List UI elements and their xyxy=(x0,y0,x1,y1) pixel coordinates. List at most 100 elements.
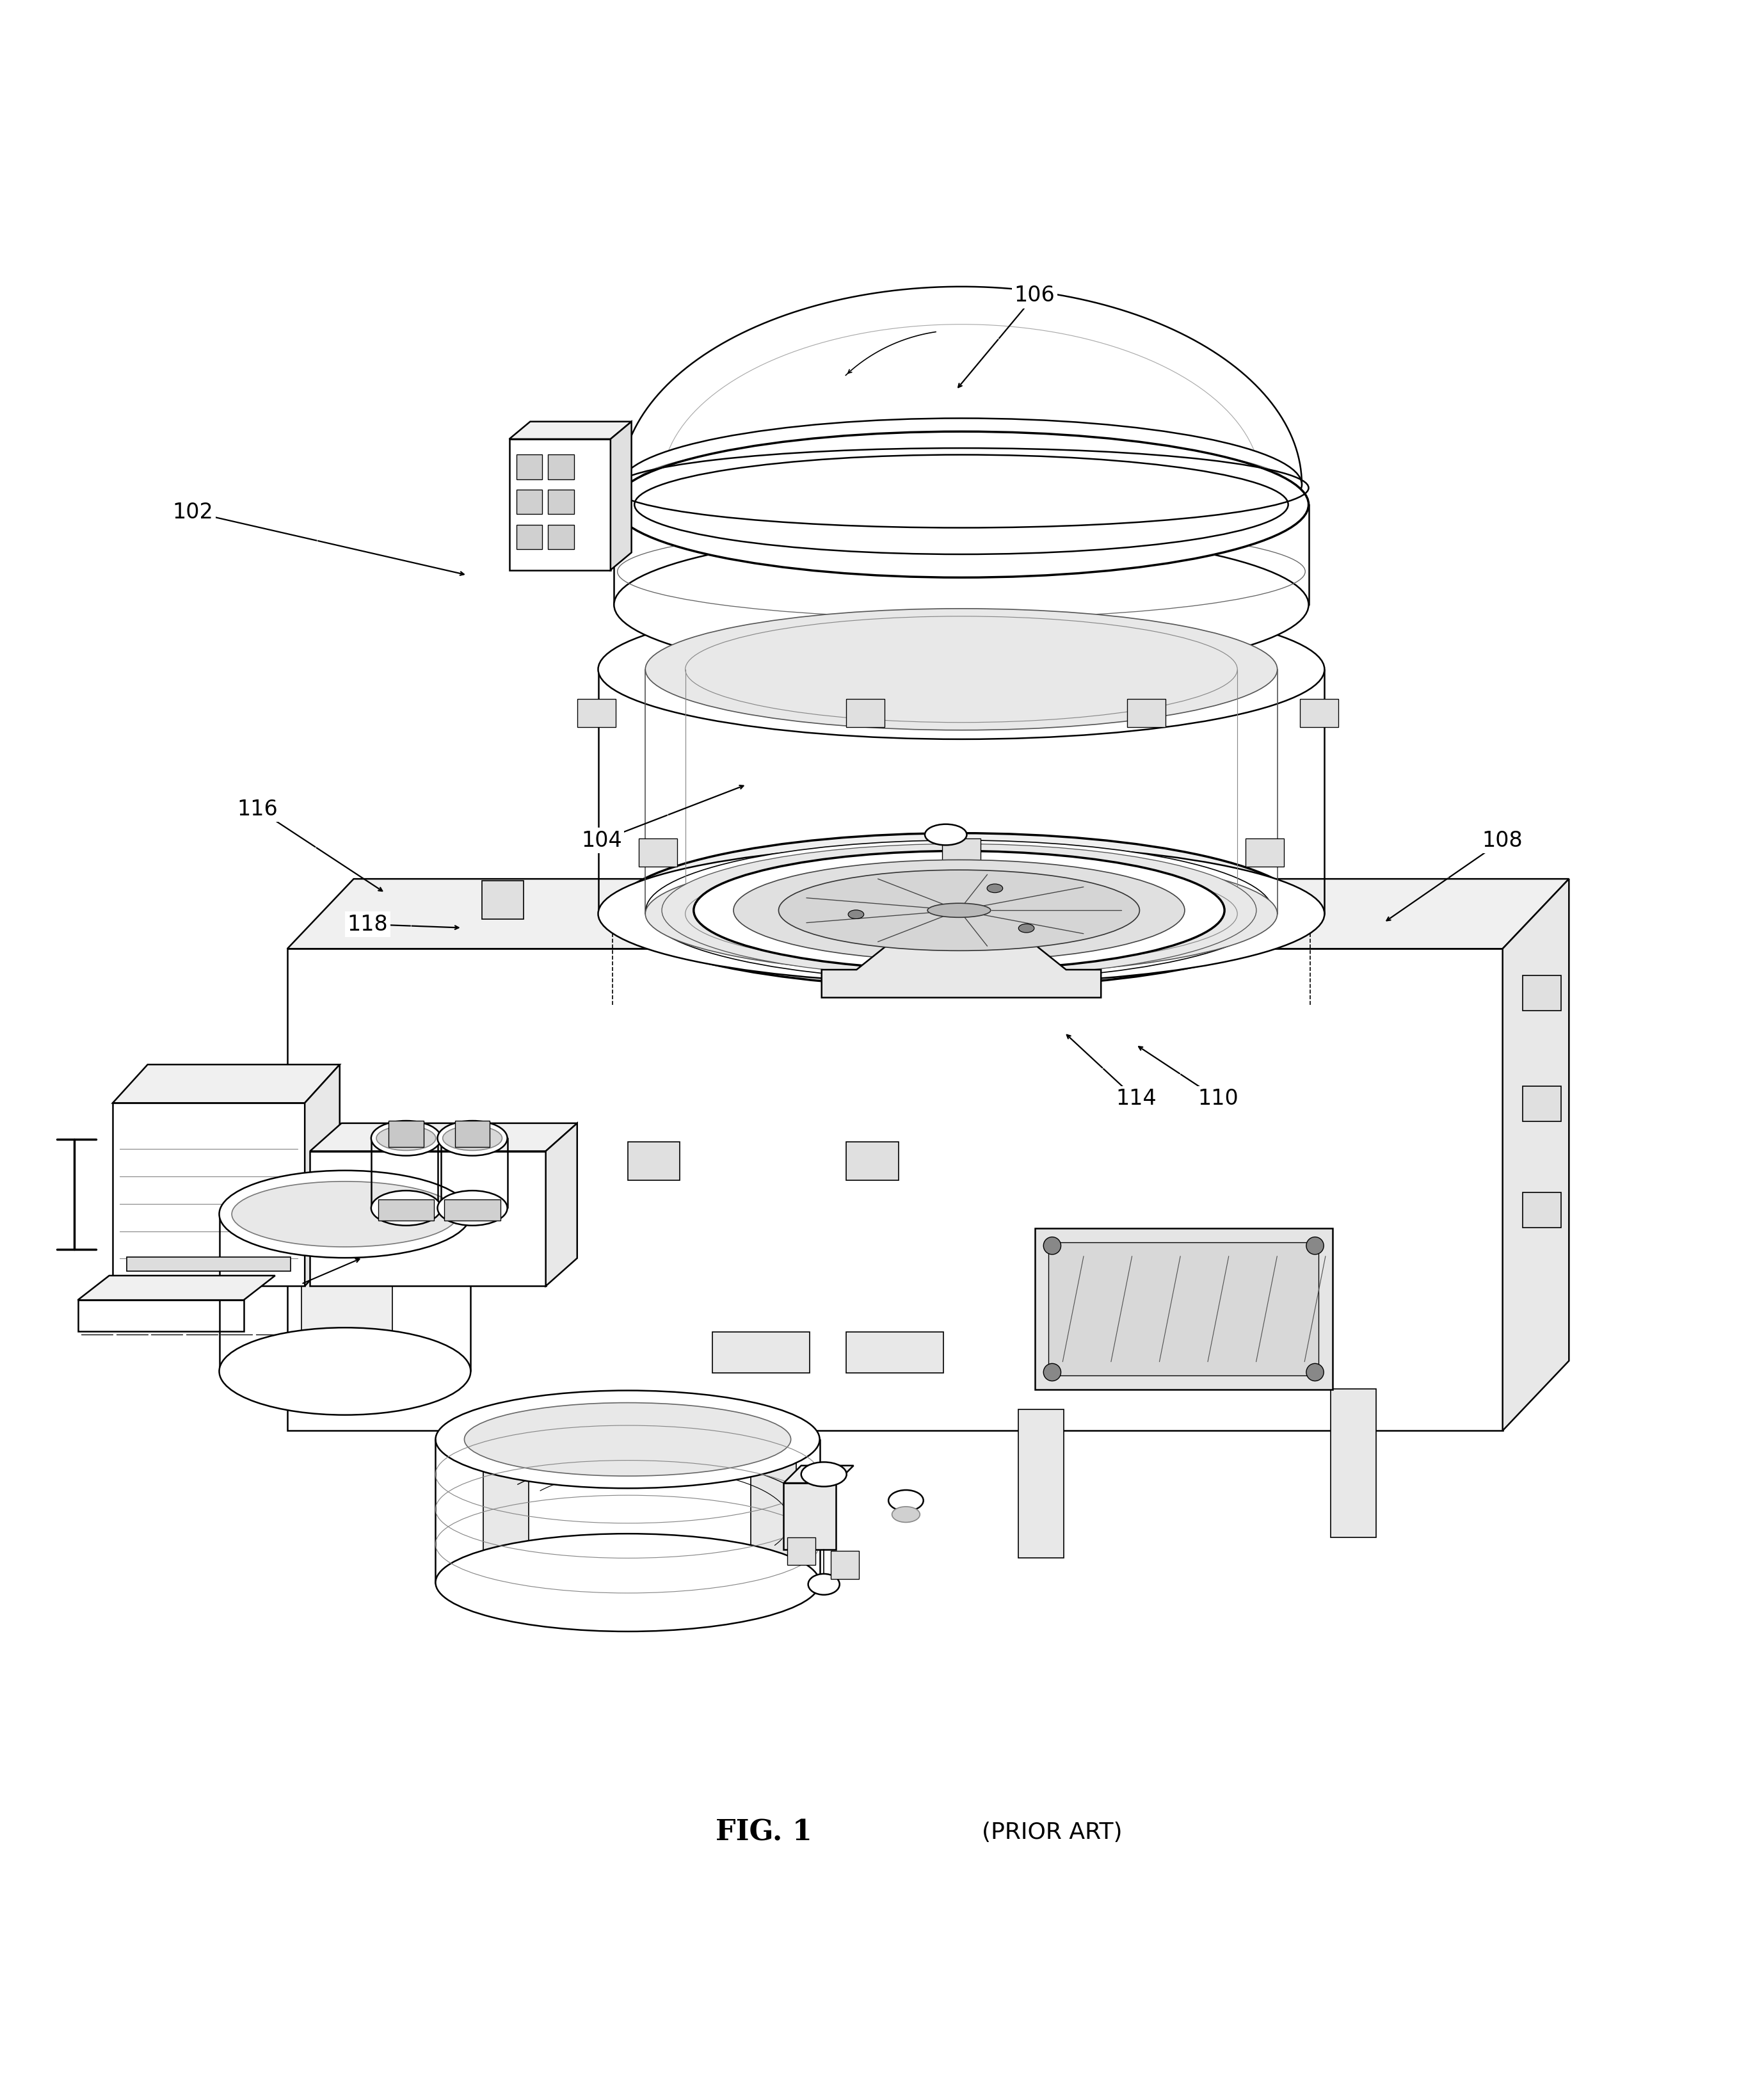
Ellipse shape xyxy=(646,609,1278,731)
Ellipse shape xyxy=(1044,1237,1062,1254)
Ellipse shape xyxy=(232,1182,458,1247)
Bar xyxy=(311,1151,546,1285)
Bar xyxy=(1246,838,1285,867)
Bar xyxy=(846,699,885,727)
Ellipse shape xyxy=(435,1533,820,1632)
Ellipse shape xyxy=(779,869,1139,951)
Bar xyxy=(388,1121,423,1147)
Ellipse shape xyxy=(807,1573,839,1594)
Polygon shape xyxy=(77,1275,276,1300)
Text: 114: 114 xyxy=(1116,1088,1157,1109)
Bar xyxy=(483,882,523,920)
Bar xyxy=(762,882,804,920)
Bar xyxy=(1523,1193,1560,1226)
Bar xyxy=(483,1430,528,1579)
Bar xyxy=(1035,1228,1332,1390)
Text: 106: 106 xyxy=(1014,286,1055,307)
Bar xyxy=(548,525,574,548)
Ellipse shape xyxy=(376,1126,435,1151)
Ellipse shape xyxy=(437,1191,507,1226)
Bar xyxy=(126,1256,291,1270)
Ellipse shape xyxy=(662,844,1257,976)
Text: 110: 110 xyxy=(1197,1088,1239,1109)
Text: 104: 104 xyxy=(581,830,621,850)
Bar xyxy=(444,1199,500,1220)
Ellipse shape xyxy=(1306,1363,1323,1382)
Ellipse shape xyxy=(598,598,1325,739)
Bar xyxy=(1028,882,1071,920)
Bar xyxy=(516,456,542,479)
Bar xyxy=(548,489,574,514)
Ellipse shape xyxy=(219,1327,470,1415)
Bar xyxy=(1330,1388,1376,1537)
Bar xyxy=(784,1483,835,1550)
Text: (PRIOR ART): (PRIOR ART) xyxy=(981,1821,1123,1844)
Bar xyxy=(628,1142,679,1180)
Bar xyxy=(577,699,616,727)
Bar xyxy=(509,439,611,569)
Polygon shape xyxy=(112,1065,340,1102)
Ellipse shape xyxy=(614,531,1309,678)
Polygon shape xyxy=(546,1124,577,1285)
Ellipse shape xyxy=(1044,1363,1062,1382)
Bar xyxy=(77,1300,244,1331)
Ellipse shape xyxy=(693,850,1225,970)
Ellipse shape xyxy=(646,840,1272,981)
Ellipse shape xyxy=(1306,1237,1323,1254)
Bar xyxy=(516,525,542,548)
Bar xyxy=(1049,1243,1318,1375)
Ellipse shape xyxy=(621,418,1302,550)
Polygon shape xyxy=(611,422,632,569)
Bar xyxy=(713,1331,809,1373)
Polygon shape xyxy=(821,920,1100,997)
Polygon shape xyxy=(621,286,1302,485)
Polygon shape xyxy=(509,422,632,439)
Bar xyxy=(846,1331,944,1373)
Bar xyxy=(1127,699,1165,727)
Text: 118: 118 xyxy=(347,913,388,934)
Bar xyxy=(302,1128,393,1247)
Ellipse shape xyxy=(927,903,990,918)
Ellipse shape xyxy=(219,1170,470,1258)
Bar xyxy=(751,1430,797,1579)
Bar xyxy=(302,1266,393,1411)
Polygon shape xyxy=(784,1466,853,1483)
Bar xyxy=(639,838,677,867)
Text: FIG. 1: FIG. 1 xyxy=(716,1819,813,1846)
Ellipse shape xyxy=(442,1126,502,1151)
Text: 108: 108 xyxy=(1483,830,1523,850)
Bar xyxy=(516,489,542,514)
Ellipse shape xyxy=(1018,924,1034,932)
Bar xyxy=(1018,1409,1064,1558)
Polygon shape xyxy=(1502,880,1569,1430)
Ellipse shape xyxy=(646,853,1278,974)
Bar xyxy=(455,1121,490,1147)
Bar xyxy=(112,1102,305,1285)
Text: 102: 102 xyxy=(172,502,214,523)
Ellipse shape xyxy=(437,1121,507,1155)
Bar xyxy=(846,1142,899,1180)
Ellipse shape xyxy=(614,834,1304,987)
Ellipse shape xyxy=(925,823,967,844)
Ellipse shape xyxy=(370,1191,441,1226)
Ellipse shape xyxy=(734,859,1185,962)
Bar xyxy=(548,456,574,479)
Bar xyxy=(942,838,981,867)
Ellipse shape xyxy=(435,1390,820,1489)
Polygon shape xyxy=(288,949,1502,1430)
Bar xyxy=(1523,977,1560,1010)
Ellipse shape xyxy=(892,1506,920,1522)
Ellipse shape xyxy=(614,430,1309,578)
Ellipse shape xyxy=(802,1462,846,1487)
Ellipse shape xyxy=(888,1491,923,1512)
Bar xyxy=(1300,699,1339,727)
Ellipse shape xyxy=(986,884,1002,892)
Ellipse shape xyxy=(848,909,863,918)
Bar xyxy=(1523,1086,1560,1121)
Ellipse shape xyxy=(465,1403,792,1476)
Ellipse shape xyxy=(598,844,1325,983)
Ellipse shape xyxy=(370,1121,441,1155)
Bar xyxy=(377,1199,433,1220)
Text: 116: 116 xyxy=(237,798,277,819)
Bar xyxy=(830,1552,858,1579)
